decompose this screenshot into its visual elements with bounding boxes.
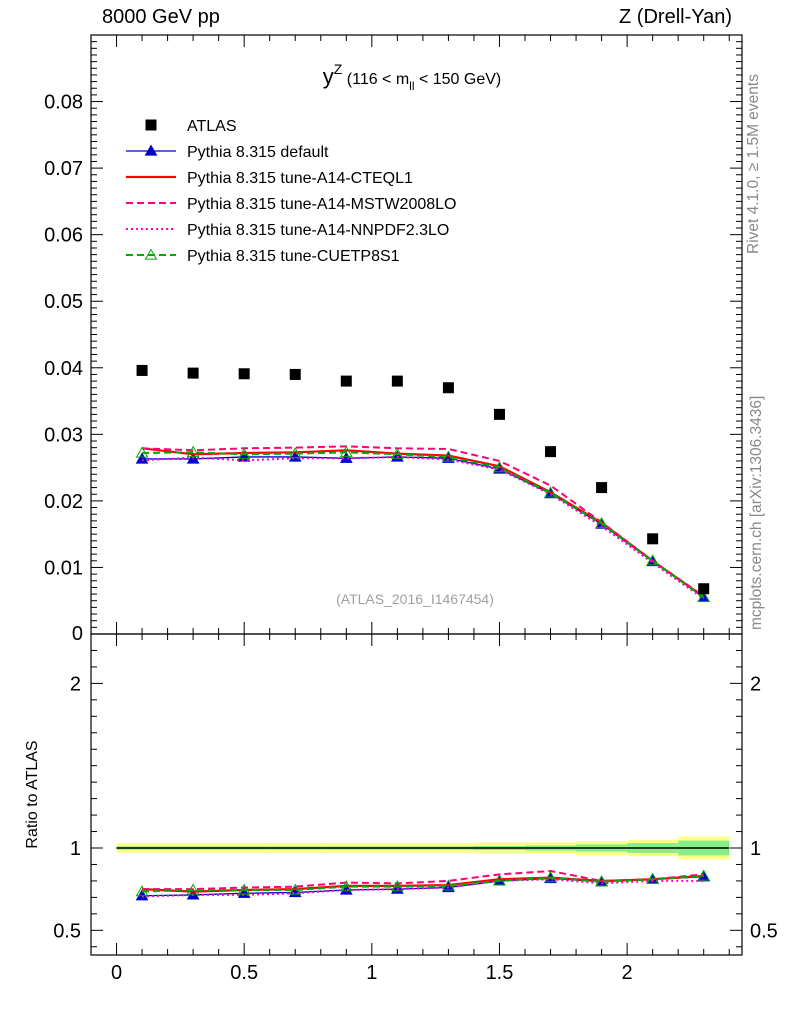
series-point xyxy=(237,447,251,459)
ratio-series-point xyxy=(697,869,711,881)
legend-marker xyxy=(144,144,158,156)
ratio-series-point xyxy=(390,880,404,892)
y-tick-label: 0.07 xyxy=(44,158,83,180)
series-line xyxy=(142,445,705,597)
x-axis-ticks xyxy=(90,35,730,955)
x-tick-label: 1.5 xyxy=(486,962,514,984)
ratio-series-2 xyxy=(142,870,704,891)
series-point xyxy=(186,445,200,457)
ratio-series-point xyxy=(237,883,251,895)
series-point xyxy=(390,447,404,459)
analysis-watermark: (ATLAS_2016_I1467454) xyxy=(336,591,494,607)
atlas-data-point xyxy=(136,364,148,376)
atlas-data-points xyxy=(136,364,710,595)
ratio-tick-label: 0.5 xyxy=(53,920,81,942)
chart-title: yZ (116 < mll < 150 GeV) xyxy=(323,61,501,93)
x-tick-label: 0 xyxy=(111,962,122,984)
series-0 xyxy=(135,450,711,603)
y-tick-label: 0.05 xyxy=(44,291,83,313)
y-tick-label: 0.02 xyxy=(44,491,83,513)
ratio-series-line xyxy=(142,874,704,893)
series-line xyxy=(142,451,705,599)
ratio-series-line xyxy=(142,878,704,898)
atlas-data-point xyxy=(187,367,199,379)
series-1 xyxy=(141,447,705,598)
series-3 xyxy=(142,455,705,600)
atlas-data-point xyxy=(647,533,659,545)
y-tick-label: 0 xyxy=(72,623,83,645)
y-tick-label: 0.01 xyxy=(44,557,83,579)
atlas-data-point xyxy=(442,382,454,394)
series-point xyxy=(339,445,353,457)
series-4 xyxy=(135,445,711,603)
ratio-series-4 xyxy=(135,869,711,897)
series-point xyxy=(135,452,149,464)
atlas-data-point xyxy=(596,482,608,494)
series-2 xyxy=(142,445,705,597)
atlas-data-point xyxy=(238,368,250,380)
ratio-tick-label-right: 1 xyxy=(750,838,761,860)
series-line xyxy=(142,456,705,598)
x-tick-label: 0.5 xyxy=(230,962,258,984)
ratio-plot-frame xyxy=(90,633,743,956)
atlas-data-point xyxy=(391,375,403,387)
ratio-series-3 xyxy=(142,878,704,898)
legend-label: Pythia 8.315 default xyxy=(187,144,329,161)
series-line xyxy=(141,447,705,598)
legend-label: Pythia 8.315 tune-A14-NNPDF2.3LO xyxy=(187,222,449,239)
ratio-series-point xyxy=(186,883,200,895)
header-right: Z (Drell-Yan) xyxy=(619,6,732,28)
legend-label: Pythia 8.315 tune-A14-MSTW2008LO xyxy=(187,196,456,213)
y-tick-label: 0.03 xyxy=(44,424,83,446)
ratio-tick-label: 2 xyxy=(70,673,81,695)
ratio-series-point xyxy=(442,879,455,891)
series-point xyxy=(646,554,660,566)
header-left: 8000 GeV pp xyxy=(102,6,220,28)
ratio-y-axis-label: Ratio to ATLAS xyxy=(24,740,41,848)
series-point xyxy=(442,450,455,462)
ratio-series-point xyxy=(544,871,557,883)
y-tick-label: 0.04 xyxy=(44,358,83,380)
ratio-series-point xyxy=(135,889,149,901)
series-point xyxy=(544,486,557,498)
ratio-series-point xyxy=(135,885,149,897)
atlas-data-point xyxy=(545,446,557,458)
atlas-data-point xyxy=(289,368,301,380)
x-tick-label: 1 xyxy=(366,962,377,984)
ratio-y-ticks xyxy=(91,649,742,948)
y-axis-ticks xyxy=(91,34,742,635)
ratio-series-point xyxy=(646,872,660,884)
legend-label: Pythia 8.315 tune-A14-CTEQL1 xyxy=(187,170,413,187)
y-tick-label: 0.06 xyxy=(44,225,83,247)
y-tick-label: 0.08 xyxy=(44,92,83,114)
ratio-series-point xyxy=(595,875,608,887)
atlas-data-point xyxy=(493,408,505,420)
legend: ATLAS Pythia 8.315 default Pythia 8.315 tu… xyxy=(126,118,456,265)
series-point xyxy=(697,590,711,603)
legend-marker xyxy=(144,248,158,260)
ratio-tick-label-right: 0.5 xyxy=(750,920,778,942)
ratio-series-line xyxy=(142,870,704,891)
atlas-data-point xyxy=(340,375,352,387)
series-point xyxy=(288,447,302,459)
legend-label: Pythia 8.315 tune-CUETP8S1 xyxy=(187,248,400,265)
series-point xyxy=(595,517,608,529)
ratio-tick-label: 1 xyxy=(70,838,81,860)
legend-label: ATLAS xyxy=(187,118,237,135)
series-line xyxy=(142,455,705,600)
ratio-series-point xyxy=(493,874,506,886)
atlas-data-point xyxy=(698,583,710,595)
ratio-series-point xyxy=(288,883,302,895)
ratio-series-point xyxy=(339,880,353,892)
series-point xyxy=(135,446,149,458)
legend-marker-atlas xyxy=(145,119,157,131)
x-tick-label: 2 xyxy=(622,962,633,984)
series-point xyxy=(493,461,506,473)
ratio-series-point xyxy=(237,886,251,898)
ratio-tick-label-right: 2 xyxy=(750,673,761,695)
